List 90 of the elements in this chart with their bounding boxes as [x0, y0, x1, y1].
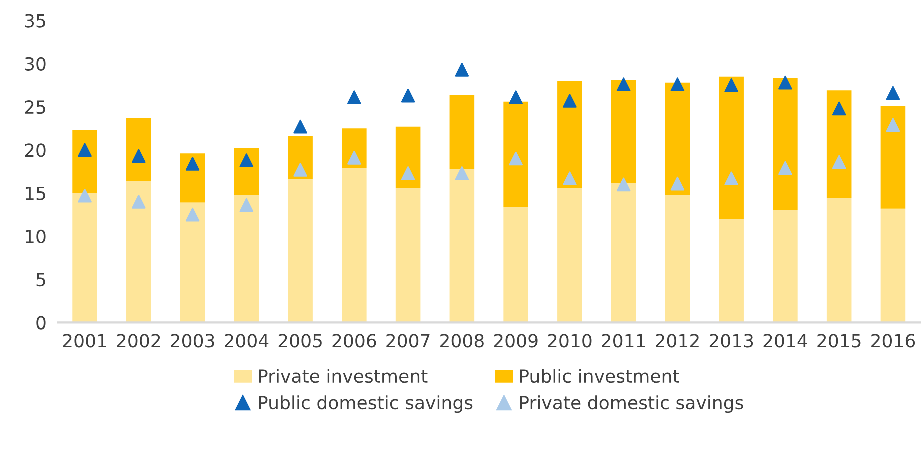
bar — [719, 219, 744, 323]
bar — [234, 148, 260, 196]
point — [563, 94, 577, 108]
x-tick-label: 2014 — [764, 334, 808, 348]
bar — [504, 102, 528, 208]
legend-label: Public domestic savings — [259, 396, 473, 414]
x-tick-label: 2011 — [602, 334, 646, 348]
bar — [126, 118, 152, 182]
y-tick-label: 15 — [26, 186, 46, 200]
bar — [880, 208, 906, 323]
bar — [611, 80, 636, 183]
bar — [773, 78, 798, 211]
y-tick-label: 20 — [25, 144, 46, 158]
x-tick-label: 2016 — [872, 334, 916, 348]
point — [348, 90, 362, 104]
bar — [126, 181, 152, 323]
x-tick-label: 2007 — [386, 334, 430, 348]
point — [509, 90, 523, 104]
bar — [558, 188, 582, 323]
y-tick-label: 30 — [25, 57, 46, 71]
x-tick-label: 2003 — [171, 334, 214, 348]
y-tick-label: 5 — [36, 273, 46, 287]
point — [455, 166, 470, 180]
x-tick-label: 2006 — [332, 334, 376, 348]
bar — [450, 169, 475, 323]
bar — [719, 76, 744, 220]
x-tick-label: 2008 — [440, 334, 484, 348]
point — [132, 195, 146, 209]
point — [563, 172, 577, 186]
bar — [342, 168, 367, 323]
bar — [396, 126, 421, 188]
bar — [880, 106, 906, 209]
point — [294, 120, 308, 134]
point — [670, 78, 685, 92]
point — [616, 78, 631, 92]
x-tick-label: 2002 — [117, 334, 160, 348]
x-tick-label: 2015 — [818, 334, 861, 348]
x-tick-label: 2010 — [548, 334, 592, 348]
x-tick-label: 2005 — [278, 334, 322, 348]
x-tick-label: 2001 — [63, 334, 106, 348]
x-tick-label: 2013 — [710, 334, 754, 348]
bar — [396, 188, 421, 323]
point — [832, 102, 846, 116]
point — [78, 143, 92, 158]
bar — [773, 210, 798, 323]
legend-label: Private investment — [259, 369, 428, 384]
bar — [611, 182, 636, 323]
point — [886, 118, 900, 132]
bar — [180, 154, 206, 203]
point — [78, 188, 92, 203]
point — [616, 178, 631, 192]
bar — [72, 193, 98, 323]
bar — [72, 130, 98, 194]
y-tick-label: 0 — [36, 316, 46, 330]
point — [348, 151, 362, 165]
bar — [234, 195, 260, 323]
point — [294, 163, 308, 177]
point — [132, 149, 146, 164]
y-tick-label: 10 — [26, 230, 46, 244]
point — [455, 63, 470, 77]
point — [832, 155, 846, 170]
point — [240, 198, 254, 212]
bar — [826, 198, 852, 323]
legend-label: Private domestic savings — [520, 396, 744, 414]
bar — [558, 81, 582, 188]
y-tick-label: 25 — [25, 100, 46, 114]
point — [724, 172, 738, 186]
point — [724, 78, 738, 92]
legend-label: Public investment — [520, 369, 680, 384]
bar — [288, 179, 313, 323]
y-tick-label: 35 — [25, 14, 46, 28]
point — [509, 152, 523, 166]
point — [186, 157, 200, 171]
point — [240, 154, 254, 168]
bar — [826, 90, 852, 198]
bar — [665, 195, 690, 323]
bar — [504, 207, 528, 323]
point — [401, 88, 416, 103]
point — [778, 76, 792, 90]
bar — [665, 82, 690, 196]
bar — [450, 94, 475, 170]
x-tick-label: 2009 — [494, 334, 538, 348]
x-tick-label: 2004 — [225, 334, 269, 348]
bar — [180, 202, 206, 323]
point — [186, 208, 200, 222]
point — [778, 161, 792, 176]
point — [401, 166, 416, 180]
point — [670, 176, 685, 191]
point — [886, 86, 900, 100]
x-tick-label: 2012 — [656, 334, 699, 348]
